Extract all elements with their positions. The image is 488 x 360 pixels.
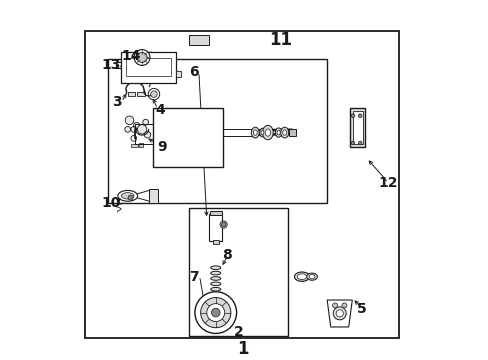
Text: 7: 7 [189,270,199,284]
Bar [352,111,362,144]
Circle shape [350,114,354,117]
Ellipse shape [261,130,264,135]
Bar [188,208,287,336]
Ellipse shape [294,272,309,282]
Bar [108,59,326,203]
Circle shape [206,303,224,321]
Ellipse shape [163,128,171,141]
Bar [212,240,218,244]
Circle shape [128,195,133,200]
Text: 13: 13 [102,58,121,72]
Circle shape [142,119,148,125]
Circle shape [137,53,147,63]
Bar [289,129,295,136]
Bar [131,144,138,147]
Ellipse shape [259,128,265,137]
Bar [137,93,144,96]
Bar [209,211,221,215]
Ellipse shape [306,273,317,280]
Text: 2: 2 [233,325,243,339]
Ellipse shape [262,125,273,140]
Circle shape [148,89,160,100]
Circle shape [124,126,130,132]
Ellipse shape [210,277,221,280]
Text: 10: 10 [102,196,121,210]
Ellipse shape [264,129,270,136]
Circle shape [332,303,337,308]
Bar [350,108,364,147]
Ellipse shape [210,287,221,291]
Text: 9: 9 [157,140,166,154]
Ellipse shape [121,193,134,199]
Ellipse shape [251,127,259,138]
Bar [120,52,176,83]
Circle shape [341,303,346,308]
Text: 6: 6 [189,65,199,79]
Text: 5: 5 [356,302,366,316]
Text: 1: 1 [237,339,248,357]
Bar [135,124,158,144]
Text: 8: 8 [221,248,231,262]
Circle shape [150,91,157,97]
Bar [138,143,142,147]
Bar [127,93,135,96]
Ellipse shape [282,130,286,135]
Ellipse shape [186,130,194,143]
Circle shape [134,50,150,66]
Bar [176,71,180,77]
Text: 3: 3 [112,95,122,109]
Ellipse shape [210,266,221,270]
Circle shape [350,141,354,145]
Polygon shape [326,300,351,327]
Bar [208,126,218,149]
Bar [84,31,398,338]
Polygon shape [149,189,158,203]
Ellipse shape [118,190,137,201]
Bar [126,58,170,76]
Ellipse shape [297,274,306,280]
Text: 4: 4 [155,103,164,117]
Circle shape [137,125,146,134]
Bar [209,214,222,241]
Circle shape [220,221,227,228]
Ellipse shape [253,130,257,135]
Bar [188,35,208,45]
Ellipse shape [210,271,221,275]
Circle shape [335,310,343,317]
Circle shape [211,308,220,317]
Text: 11: 11 [268,31,291,49]
Ellipse shape [276,130,280,135]
Ellipse shape [308,275,314,279]
Circle shape [358,114,361,117]
Circle shape [195,292,236,333]
Ellipse shape [280,127,288,138]
Ellipse shape [275,128,281,137]
Text: 12: 12 [378,176,397,190]
Bar [153,108,223,167]
Circle shape [221,222,225,227]
Text: 14: 14 [122,49,141,63]
Circle shape [125,116,134,125]
Circle shape [332,307,346,320]
Bar [223,129,253,136]
Circle shape [358,141,361,145]
Ellipse shape [210,282,221,285]
Circle shape [200,297,230,328]
Circle shape [133,122,140,129]
Circle shape [144,131,150,138]
